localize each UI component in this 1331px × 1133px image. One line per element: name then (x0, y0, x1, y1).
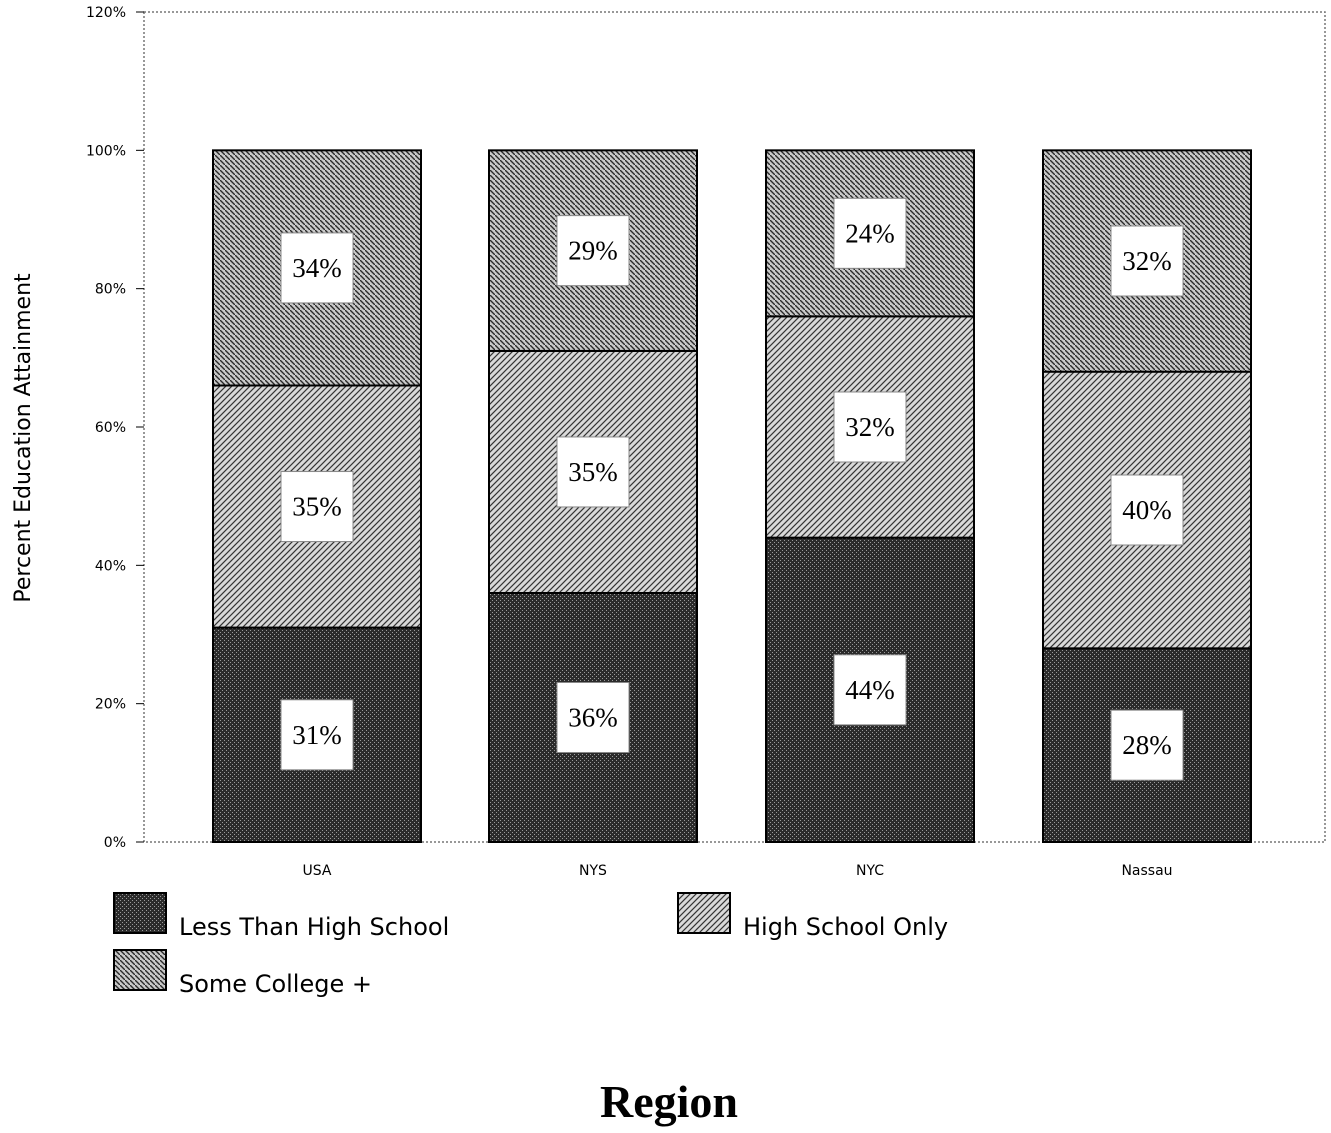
x-tick-label: USA (303, 863, 332, 879)
data-label: 28% (1122, 730, 1172, 760)
y-tick-label: 0% (104, 835, 126, 851)
data-label-box (280, 471, 354, 543)
data-label: 29% (568, 236, 618, 266)
y-tick-label: 80% (95, 282, 126, 298)
data-label: 31% (292, 720, 342, 750)
y-axis: 0% 20% 40% 60% 80% 100% 120% (86, 5, 144, 851)
legend: Less Than High School High School Only Som… (113, 892, 948, 998)
data-label-box (833, 654, 907, 726)
x-axis: USA NYS NYC Nassau (303, 863, 1173, 879)
data-label: 34% (292, 253, 342, 283)
data-label-box (556, 436, 630, 508)
data-label-box (556, 682, 630, 753)
x-tick-label: NYS (579, 863, 607, 879)
data-label: 44% (845, 675, 895, 705)
x-axis-title: Region (600, 1076, 738, 1127)
data-label-box (1110, 709, 1184, 781)
legend-swatch (677, 892, 731, 934)
x-tick-label: Nassau (1121, 863, 1172, 879)
data-label-box (280, 699, 354, 771)
data-label-box (280, 232, 354, 304)
plot-frame (143, 11, 1326, 843)
data-label: 35% (568, 457, 618, 487)
data-label: 35% (292, 492, 342, 522)
data-label-box (556, 215, 630, 287)
data-label-box (1110, 474, 1184, 546)
legend-label: Less Than High School (179, 913, 449, 941)
y-tick-label: 120% (86, 5, 126, 21)
data-labels: 31% 35% 34% 36% 35% 29% 44% 32% 24% 28% 40% 32% (280, 197, 1184, 781)
bars (212, 149, 1252, 844)
data-label: 32% (845, 412, 895, 442)
y-tick-label: 40% (95, 558, 126, 574)
data-label-box (833, 391, 907, 463)
data-label: 32% (1122, 246, 1172, 276)
legend-label: Some College + (179, 970, 372, 998)
data-label: 40% (1122, 495, 1172, 525)
y-tick-label: 60% (95, 420, 126, 436)
data-label-box (833, 197, 907, 269)
data-label: 24% (845, 218, 895, 248)
x-tick-label: NYC (856, 863, 884, 879)
y-tick-label: 20% (95, 697, 126, 713)
legend-label: High School Only (743, 913, 948, 941)
data-label: 36% (568, 703, 618, 733)
legend-swatch (113, 892, 167, 934)
y-axis-title: Percent Education Attainment (11, 273, 36, 603)
legend-swatch (113, 949, 167, 991)
data-label-box (1110, 225, 1184, 297)
y-tick-label: 100% (86, 143, 126, 159)
